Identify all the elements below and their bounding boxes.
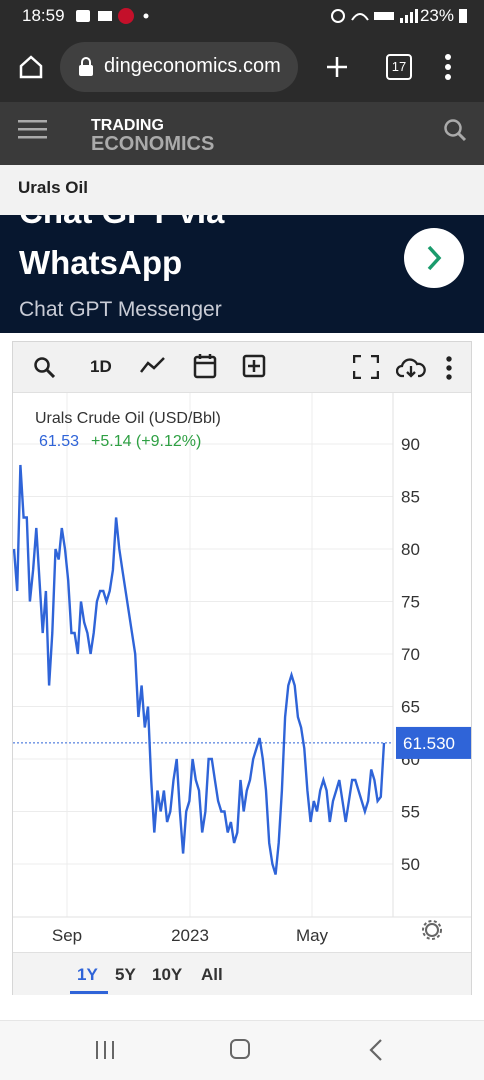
y-tick-label: 65 xyxy=(401,698,420,717)
back-icon[interactable] xyxy=(368,1038,384,1062)
ad-banner[interactable]: Chat GPT via WhatsApp Chat GPT Messenger xyxy=(0,215,484,333)
chart-widget: 1D 90 85 80 75 70 65 60 55 50 Sep 2023 May 61.53 xyxy=(12,341,472,995)
lock-icon xyxy=(79,57,93,76)
range-1y[interactable]: 1Y xyxy=(77,965,98,984)
x-tick-label: May xyxy=(296,926,329,945)
battery-percent: 23% xyxy=(419,6,454,25)
price-series-line xyxy=(13,464,386,875)
menu-icon[interactable] xyxy=(18,119,48,139)
range-10y[interactable]: 10Y xyxy=(152,965,183,984)
y-tick-label: 80 xyxy=(401,540,420,559)
legend-series-name: Urals Crude Oil (USD/Bbl) xyxy=(35,410,221,427)
fullscreen-icon[interactable] xyxy=(353,355,379,379)
add-indicator-icon[interactable] xyxy=(242,354,266,378)
range-selector: 1Y 5Y 10Y All xyxy=(13,952,471,995)
ad-title: WhatsApp xyxy=(19,244,183,281)
tab-switcher-button[interactable]: 17 xyxy=(386,54,412,80)
legend-change: +5.14 (+9.12%) xyxy=(91,433,201,450)
download-cloud-icon[interactable] xyxy=(396,356,426,378)
notification-icons xyxy=(76,8,149,24)
y-tick-label: 75 xyxy=(401,593,420,612)
range-all[interactable]: All xyxy=(201,965,223,984)
y-tick-label: 85 xyxy=(401,488,420,507)
y-tick-label: 70 xyxy=(401,645,420,664)
y-tick-label: 55 xyxy=(401,803,420,822)
page-title: Urals Oil xyxy=(18,178,88,197)
legend-value: 61.53 xyxy=(39,433,79,450)
line-chart-icon[interactable] xyxy=(140,355,166,375)
chart-toolbar: 1D xyxy=(13,342,471,393)
site-logo[interactable]: TRADING ECONOMICS xyxy=(91,117,215,155)
y-tick-label: 90 xyxy=(401,435,420,454)
system-status-icons xyxy=(331,9,418,23)
calendar-icon[interactable] xyxy=(193,353,217,379)
interval-button[interactable]: 1D xyxy=(90,357,112,376)
site-header: TRADING ECONOMICS xyxy=(0,102,484,165)
battery-icon xyxy=(459,9,467,23)
search-icon[interactable] xyxy=(33,356,55,378)
new-tab-icon[interactable] xyxy=(326,56,348,78)
settings-icon[interactable] xyxy=(422,920,442,940)
ad-subtitle: Chat GPT Messenger xyxy=(19,298,222,321)
home-nav-icon[interactable] xyxy=(229,1038,251,1060)
status-bar: 18:59 23% xyxy=(0,0,484,32)
more-vert-icon[interactable] xyxy=(444,54,452,80)
ad-title-partial: Chat GPT via xyxy=(19,215,224,231)
url-text: dingeconomics.com xyxy=(104,55,281,77)
last-price-tag-bg xyxy=(396,726,471,759)
logo-line1: TRADING xyxy=(91,117,164,134)
address-bar[interactable]: dingeconomics.com xyxy=(60,42,298,92)
x-tick-label: 2023 xyxy=(171,926,209,945)
ad-cta-button[interactable] xyxy=(404,228,464,288)
browser-toolbar: dingeconomics.com 17 xyxy=(0,32,484,102)
x-tick-label: Sep xyxy=(52,926,82,945)
more-vert-icon[interactable] xyxy=(445,356,453,380)
last-price-tag: 61.530 xyxy=(403,734,455,753)
page-title-bar: Urals Oil xyxy=(0,165,484,216)
range-5y[interactable]: 5Y xyxy=(115,965,136,984)
y-tick-label: 50 xyxy=(401,855,420,874)
status-time: 18:59 xyxy=(22,6,65,25)
chevron-right-icon xyxy=(427,245,442,271)
system-nav-bar xyxy=(0,1020,484,1080)
logo-line2: ECONOMICS xyxy=(91,133,215,155)
home-icon[interactable] xyxy=(18,54,44,80)
search-icon[interactable] xyxy=(443,118,467,142)
active-range-underline xyxy=(70,991,108,994)
recents-icon[interactable] xyxy=(94,1039,116,1061)
